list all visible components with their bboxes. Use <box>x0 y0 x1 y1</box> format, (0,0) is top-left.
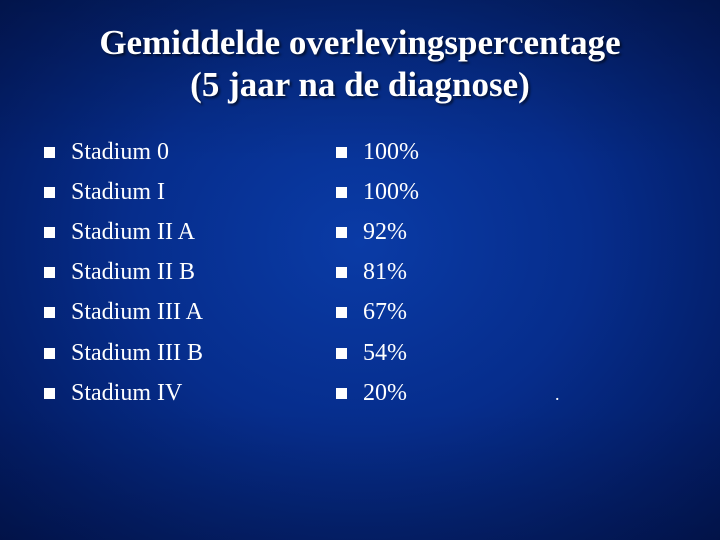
square-bullet-icon <box>44 387 55 399</box>
square-bullet-icon <box>44 186 55 198</box>
square-bullet-icon <box>336 186 347 198</box>
stage-item: Stadium III A <box>44 293 203 333</box>
title-line-1: Gemiddelde overlevingspercentage <box>99 23 621 62</box>
stage-label: Stadium IV <box>71 379 183 406</box>
stage-label: Stadium I <box>71 178 165 205</box>
square-bullet-icon <box>44 226 55 238</box>
square-bullet-icon <box>336 267 347 279</box>
stage-label: Stadium III B <box>71 339 203 366</box>
percentage-item: 92% <box>336 212 419 252</box>
stage-label: Stadium 0 <box>71 138 170 165</box>
percentage-list: 100% 100% 92% 81% 67% 54% 20% <box>336 132 419 413</box>
square-bullet-icon <box>336 347 347 359</box>
square-bullet-icon <box>44 307 55 319</box>
square-bullet-icon <box>336 146 347 158</box>
percentage-value: 54% <box>363 339 407 366</box>
percentage-item: 100% <box>336 172 419 212</box>
square-bullet-icon <box>336 387 347 399</box>
percentage-value: 81% <box>363 259 407 286</box>
stage-label: Stadium II A <box>71 218 195 245</box>
square-bullet-icon <box>336 307 347 319</box>
percentage-item: 67% <box>336 293 419 333</box>
percentage-value: 67% <box>363 299 407 326</box>
stage-list: Stadium 0 Stadium I Stadium II A Stadium… <box>44 132 203 413</box>
percentage-item: 54% <box>336 333 419 373</box>
stage-label: Stadium III A <box>71 299 203 326</box>
percentage-item: 81% <box>336 253 419 293</box>
stage-item: Stadium I <box>44 172 203 212</box>
percentage-value: 100% <box>363 178 419 205</box>
slide-title: Gemiddelde overlevingspercentage (5 jaar… <box>0 22 720 106</box>
percentage-value: 20% <box>363 379 407 406</box>
stage-item: Stadium II A <box>44 212 203 252</box>
stage-item: Stadium 0 <box>44 132 203 172</box>
percentage-item: 100% <box>336 132 419 172</box>
stage-item: Stadium II B <box>44 253 203 293</box>
percentage-item: 20% <box>336 373 419 413</box>
square-bullet-icon <box>44 146 55 158</box>
stage-label: Stadium II B <box>71 259 195 286</box>
square-bullet-icon <box>44 347 55 359</box>
percentage-value: 100% <box>363 138 419 165</box>
percentage-value: 92% <box>363 218 407 245</box>
stray-mark: . <box>555 384 560 404</box>
square-bullet-icon <box>336 226 347 238</box>
square-bullet-icon <box>44 267 55 279</box>
stage-item: Stadium IV <box>44 373 203 413</box>
stage-item: Stadium III B <box>44 333 203 373</box>
title-line-2: (5 jaar na de diagnose) <box>190 65 530 104</box>
